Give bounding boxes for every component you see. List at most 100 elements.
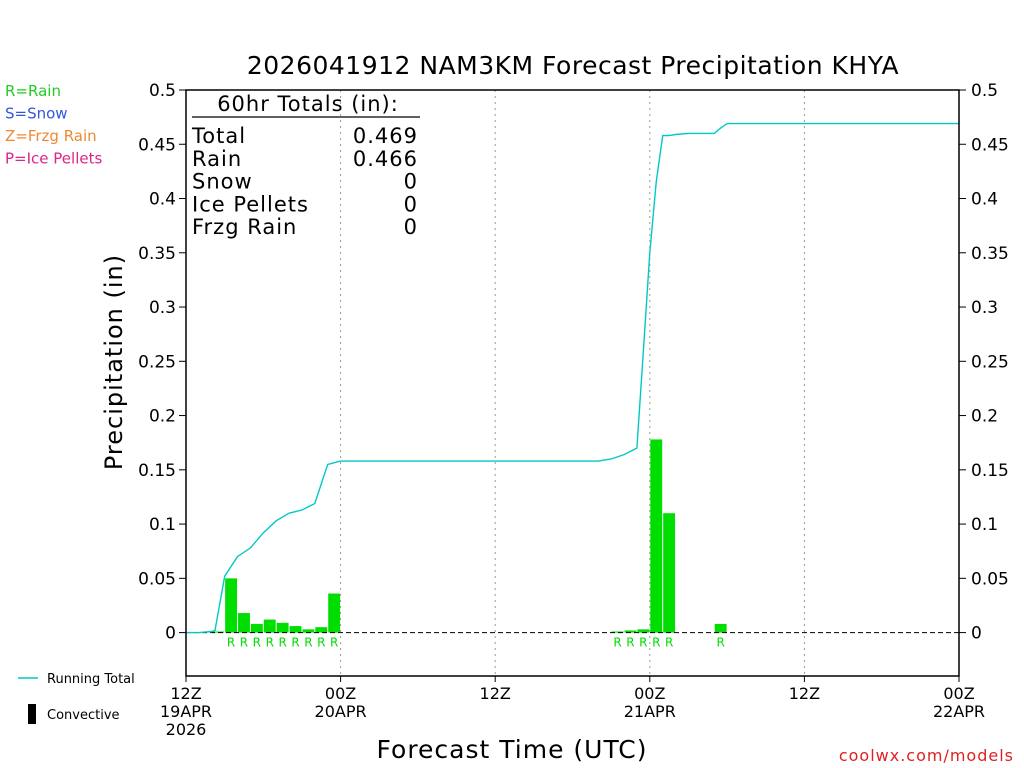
y-tick-label-left: 0.3 (149, 298, 176, 318)
ptype-label: R (253, 636, 261, 650)
ptype-label: R (227, 636, 235, 650)
precip-bar (250, 623, 263, 633)
x-tick-label: 22APR (933, 702, 985, 721)
ptype-legend-item: Z=Frzg Rain (5, 127, 97, 145)
ptype-legend-item: S=Snow (5, 105, 68, 123)
precip-bar (225, 578, 238, 633)
x-tick-label: 00Z (325, 684, 356, 703)
totals-row-value: 0 (404, 170, 418, 194)
precip-bar (663, 513, 676, 633)
hourly-precip-bars (212, 439, 727, 633)
x-axis-label: Forecast Time (UTC) (377, 735, 648, 764)
precip-bar (611, 631, 624, 633)
y-tick-label-left: 0.05 (138, 569, 176, 589)
x-tick-label: 00Z (634, 684, 665, 703)
ptype-label: R (317, 636, 325, 650)
precip-bar (289, 626, 302, 633)
y-tick-label-right: 0.15 (971, 461, 1009, 481)
y-tick-label-right: 0.1 (971, 515, 998, 535)
ptype-label: R (291, 636, 299, 650)
ptype-legend-item: P=Ice Pellets (5, 150, 102, 168)
y-tick-label-left: 0.35 (138, 244, 176, 264)
x-tick-label: 21APR (624, 702, 676, 721)
y-axis-left-ticks: 0 0.05 0.1 0.15 0.2 0.25 0.3 0.35 0.4 0.45 0.5 (138, 81, 186, 644)
precip-bar (302, 629, 315, 633)
series-legend-label: Running Total (47, 672, 135, 687)
totals-rows: Total 0.469 Rain 0.466 Snow 0 Ice Pellets 0 Frzg… (191, 124, 418, 239)
totals-row-value: 0 (404, 215, 418, 239)
precip-bar (238, 613, 250, 633)
x-tick-label: 12Z (789, 684, 820, 703)
ptype-label: R (626, 636, 634, 650)
ptype-label: R (652, 636, 660, 650)
y-tick-label-right: 0.3 (971, 298, 998, 318)
ptype-label: R (330, 636, 338, 650)
ptype-label: R (613, 636, 621, 650)
series-legend: Running Total Convective (18, 672, 135, 724)
totals-row-value: 0.466 (353, 147, 418, 171)
precip-bar (276, 622, 289, 633)
ptype-label: R (266, 636, 274, 650)
ptype-label: R (716, 636, 724, 650)
x-tick-label: 00Z (943, 684, 974, 703)
y-axis-label: Precipitation (in) (100, 254, 128, 470)
y-tick-label-left: 0.2 (149, 407, 176, 427)
precip-bar (624, 630, 637, 633)
totals-header: 60hr Totals (in): (217, 92, 399, 116)
x-tick-label: 12Z (170, 684, 201, 703)
ptype-label: R (240, 636, 248, 650)
chart-title: 2026041912 NAM3KM Forecast Precipitation… (247, 51, 899, 80)
precip-bar (637, 629, 650, 633)
totals-row-label: Frzg Rain (192, 215, 297, 239)
totals-row-value: 0.469 (353, 124, 418, 148)
ptype-legend: R=Rain S=Snow Z=Frzg Rain P=Ice Pellets (5, 82, 102, 168)
running-total-line (186, 122, 959, 634)
legend-bar-swatch (28, 704, 36, 724)
vertical-gridlines (340, 90, 805, 676)
precip-bar (328, 593, 341, 633)
y-tick-label-right: 0 (971, 624, 982, 644)
y-tick-label-right: 0.45 (971, 135, 1009, 155)
precip-bar (263, 619, 276, 633)
ptype-label: R (304, 636, 312, 650)
ptype-label: R (639, 636, 647, 650)
x-tick-label: 12Z (480, 684, 511, 703)
footer-credit: coolwx.com/models (839, 746, 1014, 765)
ptype-legend-item: R=Rain (5, 82, 61, 100)
y-axis-right-ticks: 0 0.05 0.1 0.15 0.2 0.25 0.3 0.35 0.4 0.45 0.5 (959, 81, 1009, 644)
y-tick-label-left: 0 (165, 624, 176, 644)
y-tick-label-right: 0.5 (971, 81, 998, 101)
ptype-label: R (665, 636, 673, 650)
running-total-polyline (186, 122, 959, 634)
totals-box: 60hr Totals (in): Total 0.469 Rain 0.466 Sno… (191, 92, 420, 239)
totals-row-label: Rain (192, 147, 242, 171)
y-tick-label-left: 0.45 (138, 135, 176, 155)
plot-frame (185, 89, 960, 677)
y-tick-label-left: 0.1 (149, 515, 176, 535)
precip-bar (650, 439, 663, 633)
y-tick-label-right: 0.2 (971, 407, 998, 427)
totals-row-label: Total (191, 124, 246, 148)
totals-row-label: Snow (192, 170, 253, 194)
x-tick-label: 2026 (166, 720, 207, 739)
y-tick-label-left: 0.5 (149, 81, 176, 101)
y-tick-label-right: 0.35 (971, 244, 1009, 264)
plot-border (185, 89, 960, 677)
y-tick-label-right: 0.05 (971, 569, 1009, 589)
precip-bar (315, 627, 328, 633)
ptype-label: R (278, 636, 286, 650)
precip-bar (714, 623, 727, 633)
y-tick-label-left: 0.15 (138, 461, 176, 481)
precip-bar (212, 631, 225, 633)
y-tick-label-right: 0.4 (971, 190, 998, 210)
totals-row-label: Ice Pellets (192, 192, 309, 216)
totals-row-value: 0 (404, 192, 418, 216)
y-tick-label-left: 0.4 (149, 190, 176, 210)
y-tick-label-right: 0.25 (971, 352, 1009, 372)
x-tick-label: 19APR (160, 702, 212, 721)
x-tick-label: 20APR (315, 702, 367, 721)
series-legend-label: Convective (47, 708, 120, 723)
